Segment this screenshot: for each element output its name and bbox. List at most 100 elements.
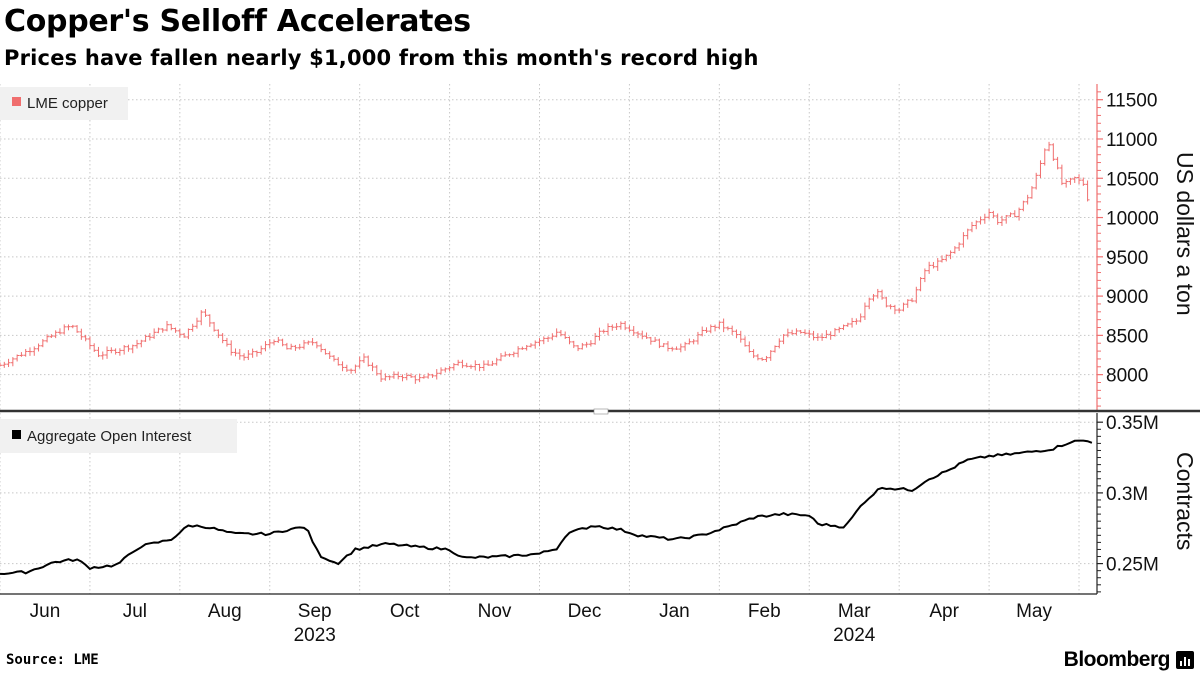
copper-ohlc-bar (880, 289, 885, 300)
copper-ohlc-bar (498, 353, 503, 362)
copper-ohlc-bar (541, 336, 546, 345)
copper-ohlc-bar (177, 328, 182, 338)
copper-ohlc-bar (23, 348, 28, 357)
copper-ohlc-bar (45, 334, 50, 343)
copper-ohlc-bar (87, 336, 92, 350)
copper-ohlc-bar (53, 330, 58, 339)
copper-ohlc-bar (306, 340, 311, 345)
copper-ohlc-bar (383, 373, 388, 381)
copper-price-series (0, 141, 1090, 384)
copper-ohlc-bar (374, 364, 379, 376)
copper-ohlc-bar (1008, 212, 1013, 218)
copper-ohlc-bar (314, 341, 319, 349)
source-note: Source: LME (6, 652, 99, 668)
copper-ohlc-bar (1034, 172, 1039, 190)
copper-ohlc-bar (516, 346, 521, 358)
copper-ohlc-bar (2, 361, 7, 368)
copper-ohlc-bar (768, 350, 773, 361)
copper-ohlc-bar (6, 358, 11, 368)
copper-ohlc-bar (588, 340, 593, 347)
x-month-label: Dec (568, 601, 602, 622)
copper-ohlc-bar (36, 343, 41, 352)
copper-ohlc-bar (871, 294, 876, 302)
copper-ohlc-bar (473, 360, 478, 371)
copper-ohlc-bar (349, 368, 354, 374)
copper-ohlc-bar (173, 327, 178, 333)
copper-ohlc-bar (379, 369, 384, 382)
copper-ohlc-bar (434, 369, 439, 380)
copper-ohlc-bar (695, 331, 700, 345)
copper-ohlc-bar (1077, 174, 1082, 185)
oi-y-tick-label: 0.35M (1106, 413, 1159, 434)
copper-ohlc-bar (336, 357, 341, 366)
copper-ohlc-bar (70, 324, 75, 329)
copper-ohlc-bar (610, 324, 615, 331)
copper-ohlc-bar (743, 336, 748, 347)
copper-ohlc-bar (618, 321, 623, 330)
copper-ohlc-bar (19, 352, 24, 357)
copper-ohlc-bar (254, 350, 259, 357)
copper-ohlc-bar (135, 339, 140, 349)
copper-ohlc-bar (815, 333, 820, 341)
copper-ohlc-bar (340, 361, 345, 372)
copper-ohlc-bar (764, 355, 769, 363)
copper-ohlc-bar (164, 320, 169, 332)
copper-ohlc-bar (216, 329, 221, 339)
oi-legend-label: Aggregate Open Interest (27, 428, 192, 445)
copper-y-tick-label: 9000 (1106, 287, 1148, 308)
copper-ohlc-bar (207, 314, 212, 327)
copper-ohlc-bar (704, 327, 709, 333)
copper-ohlc-bar (725, 326, 730, 331)
copper-ohlc-bar (464, 362, 469, 368)
copper-ohlc-bar (511, 351, 516, 358)
copper-ohlc-bar (143, 334, 148, 342)
copper-ohlc-bar (1051, 143, 1056, 162)
copper-ohlc-bar (117, 348, 122, 356)
copper-ohlc-bar (486, 360, 491, 366)
copper-ohlc-bar (169, 323, 174, 331)
copper-ohlc-bar (503, 351, 508, 357)
copper-ohlc-bar (15, 354, 20, 362)
x-month-label: Sep (298, 601, 332, 622)
copper-ohlc-bar (237, 348, 242, 360)
copper-ohlc-bar (623, 321, 628, 331)
copper-ohlc-bar (297, 343, 302, 350)
copper-ohlc-bar (995, 213, 1000, 225)
copper-ohlc-bar (1012, 210, 1017, 218)
copper-ohlc-bar (302, 339, 307, 350)
copper-ohlc-bar (593, 333, 598, 345)
copper-ohlc-bar (931, 261, 936, 269)
copper-ohlc-bar (331, 355, 336, 362)
copper-ohlc-bar (357, 356, 362, 369)
copper-ohlc-bar (824, 330, 829, 339)
copper-ohlc-bar (580, 342, 585, 350)
copper-ohlc-bar (190, 323, 195, 332)
copper-ohlc-bar (858, 313, 863, 323)
copper-ohlc-bar (614, 323, 619, 331)
copper-ohlc-bar (691, 339, 696, 345)
copper-ohlc-bar (773, 345, 778, 353)
copper-ohlc-bar (0, 362, 2, 367)
copper-ohlc-bar (353, 364, 358, 374)
copper-ohlc-bar (922, 268, 927, 283)
copper-ohlc-bar (220, 333, 225, 344)
copper-ohlc-bar (1072, 176, 1077, 183)
copper-ohlc-bar (421, 374, 426, 379)
copper-ohlc-bar (280, 338, 285, 347)
panel-resize-handle[interactable] (593, 408, 609, 415)
copper-ohlc-bar (1017, 207, 1022, 221)
copper-ohlc-bar (674, 346, 679, 350)
copper-ohlc-bar (721, 318, 726, 333)
copper-ohlc-bar (447, 366, 452, 372)
copper-ohlc-bar (147, 333, 152, 341)
copper-ohlc-bar (734, 329, 739, 339)
copper-ohlc-bar (708, 324, 713, 334)
copper-ohlc-bar (533, 340, 538, 349)
copper-ohlc-bar (62, 324, 67, 335)
copper-ohlc-bar (918, 277, 923, 292)
copper-ohlc-bar (194, 317, 199, 329)
copper-ohlc-bar (631, 325, 636, 336)
copper-ohlc-bar (640, 330, 645, 340)
copper-ohlc-bar (66, 324, 71, 331)
